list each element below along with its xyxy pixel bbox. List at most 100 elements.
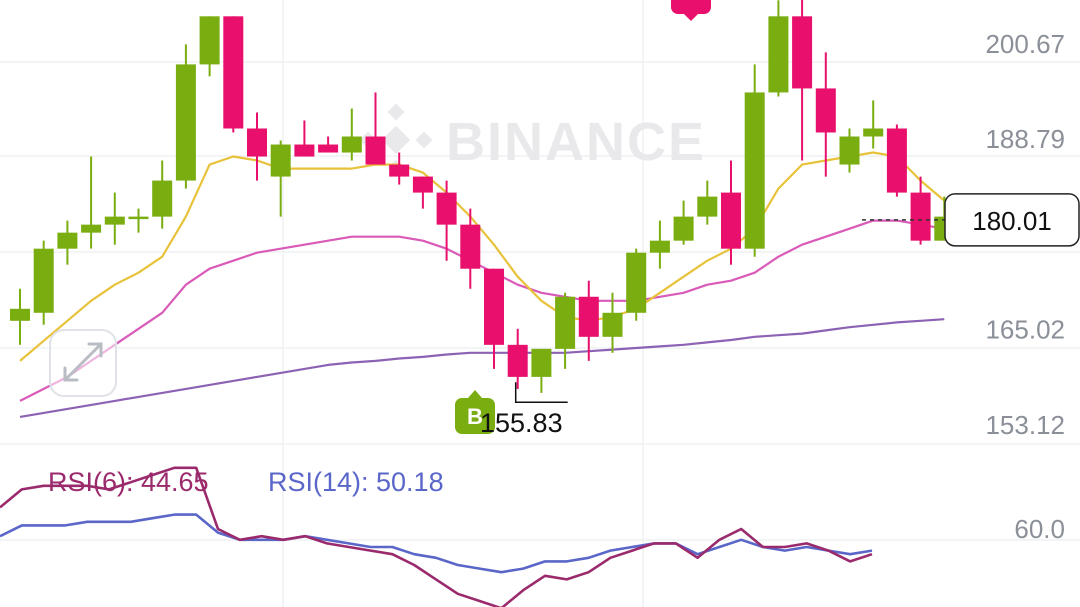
candle-26 [626,248,647,321]
candle-15 [365,92,386,165]
candle-7 [175,44,196,189]
candle-body [910,192,931,241]
candle-3 [81,156,102,249]
low-price-leader [514,382,568,404]
candle-body [175,64,196,181]
candle-body [626,252,647,313]
expand-diagonal-icon [63,342,103,382]
candle-19 [460,208,481,289]
candle-body [815,88,836,133]
watermark-text: BINANCE [446,112,706,172]
candle-body [318,144,339,153]
low-price-label: 155.83 [480,408,563,438]
candle-27 [649,220,670,269]
credit-watermark: @Khadem Zahra [856,569,1042,591]
candle-22 [531,348,552,393]
candle-37 [886,124,907,197]
candle-body [10,308,30,321]
candle-body [81,224,102,233]
candle-body [839,136,860,165]
candle-28 [673,200,694,245]
sell-marker [671,0,711,21]
candle-body [341,136,362,153]
candle-17 [412,176,433,209]
candle-body [792,16,813,89]
candle-body [768,16,789,93]
ma-short-line [19,151,946,362]
candle-body [223,16,244,129]
candle-38 [910,176,931,245]
candle-4 [104,192,125,245]
candle-body [649,240,670,253]
candle-18 [436,180,457,261]
y-tick-label-3: 165.02 [985,315,1065,345]
candle-23 [555,292,576,369]
candle-body [721,192,741,249]
candle-body [578,296,599,337]
candle-30 [721,160,741,265]
rsi-panel: RSI(6): 44.65 RSI(14): 50.18 60.0 [0,466,1065,607]
candle-36 [863,100,884,149]
sell-marker-badge [671,0,711,14]
candle-0 [10,288,30,345]
candle-33 [792,0,813,161]
current-price-tag[interactable]: 180.01 [862,193,1080,247]
price-tag-value: 180.01 [972,206,1052,236]
ma-mid-line [19,219,945,402]
candle-body [33,248,54,313]
binance-watermark: BINANCE [359,103,706,177]
rsi14-label: RSI(14): 50.18 [268,467,444,497]
candle-32 [768,0,789,97]
candle-body [152,180,173,217]
candle-body [507,344,528,377]
candle-20 [484,268,504,369]
candle-body [484,268,504,345]
candle-34 [815,52,836,177]
moving-average-lines [19,151,946,418]
credit-text: @Khadem Zahra [882,569,1042,591]
candle-body [270,144,291,177]
candle-2 [57,220,78,265]
candle-body [365,136,386,165]
candle-6 [152,160,173,229]
candle-body [555,296,576,349]
candle-body [104,216,125,225]
candle-25 [602,292,623,353]
rsi6-line [0,466,873,607]
rsi-tick-label: 60.0 [1014,514,1065,544]
rsi6-label: RSI(6): 44.65 [48,467,209,497]
candle-1 [33,240,54,325]
rsi14-line [0,513,873,574]
candle-body [863,128,884,137]
candle-9 [223,16,244,133]
candle-body [412,176,433,193]
candle-body [294,144,315,157]
candle-11 [270,140,291,217]
sell-marker-pointer [684,14,698,21]
candle-body [673,216,694,241]
buy-marker-badge [455,398,495,434]
candle-body [389,164,410,177]
y-tick-label-0: 200.67 [985,29,1065,59]
candle-8 [199,16,220,77]
candle-body [744,92,765,249]
candle-body [697,196,718,217]
candle-body [602,312,623,337]
price-tag-box [944,193,1080,247]
candle-body [128,216,149,220]
candle-24 [578,280,599,361]
buy-marker: B [455,390,495,434]
expand-button[interactable] [49,329,117,397]
candle-16 [389,152,410,185]
candle-13 [318,136,339,153]
y-tick-label-1: 188.79 [985,124,1065,154]
y-tick-label-4: 153.12 [985,410,1065,440]
candle-body [199,16,220,65]
candle-body [247,128,267,157]
candle-body [436,192,457,225]
candle-31 [744,64,765,257]
candlesticks [10,0,955,393]
candle-10 [247,112,267,181]
